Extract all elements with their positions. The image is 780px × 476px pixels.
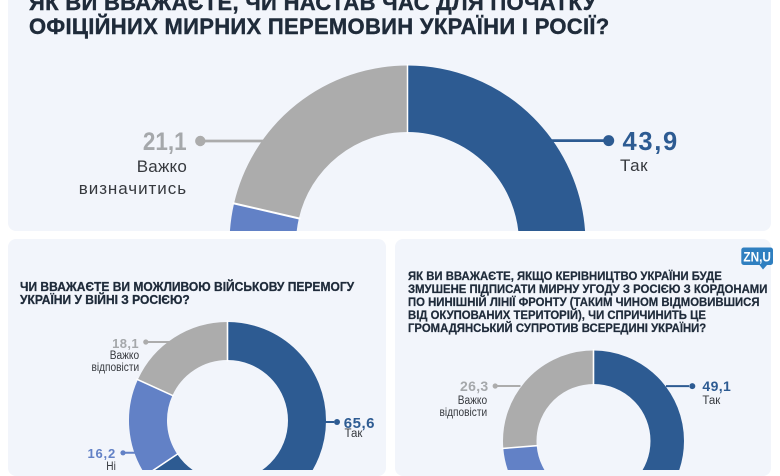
svg-text:ZN,U: ZN,U <box>743 249 771 264</box>
